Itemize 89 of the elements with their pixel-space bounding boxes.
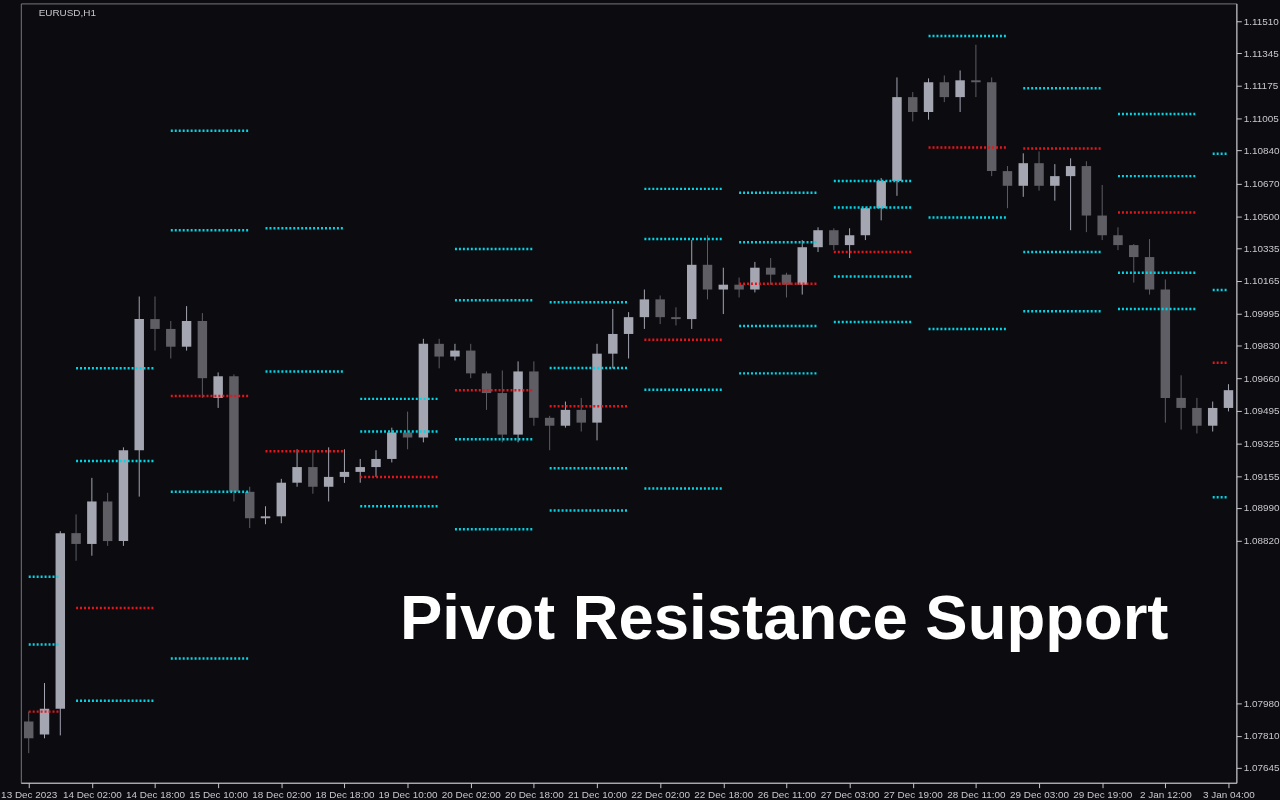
candlestick xyxy=(765,257,776,286)
candlestick xyxy=(71,513,81,562)
candlestick xyxy=(718,267,729,315)
candlestick xyxy=(750,261,760,293)
candlestick xyxy=(544,415,555,451)
x-tick-label: 22 Dec 18:00 xyxy=(694,789,754,800)
x-tick-label: 15 Dec 10:00 xyxy=(189,789,249,800)
candlestick xyxy=(608,308,618,369)
candlestick xyxy=(308,449,318,495)
candlestick xyxy=(1176,374,1186,431)
y-tick-label: 1.07810 xyxy=(1243,730,1280,742)
y-tick-label: 1.10670 xyxy=(1243,177,1280,189)
x-tick-label: 21 Dec 10:00 xyxy=(568,789,628,800)
candlestick xyxy=(971,44,981,98)
candlestick xyxy=(292,448,302,488)
candlestick xyxy=(1113,226,1123,251)
y-tick-label: 1.11005 xyxy=(1243,113,1280,125)
y-tick-label: 1.10500 xyxy=(1243,210,1280,222)
x-tick-label: 27 Dec 03:00 xyxy=(820,789,881,800)
candlestick xyxy=(1018,152,1028,198)
candlestick xyxy=(323,446,334,502)
candlestick xyxy=(434,338,444,369)
candlestick xyxy=(939,74,950,103)
x-tick-label: 26 Dec 11:00 xyxy=(757,789,817,800)
candlestick xyxy=(576,397,586,433)
x-tick-label: 28 Dec 11:00 xyxy=(947,789,1006,800)
candlestick xyxy=(1002,165,1013,209)
candlestick xyxy=(1050,163,1060,202)
text: Pivot Resistance Support xyxy=(400,581,1169,652)
y-tick-label: 1.10335 xyxy=(1243,242,1280,254)
y-tick-label: 1.11175 xyxy=(1243,80,1279,92)
x-tick-label: 29 Dec 19:00 xyxy=(1073,789,1133,800)
y-tick-label: 1.10165 xyxy=(1243,275,1280,287)
candlestick xyxy=(450,343,460,361)
candlestick xyxy=(23,711,34,754)
candlestick xyxy=(734,277,744,298)
y-tick-label: 1.11510 xyxy=(1243,15,1280,27)
x-tick-label: 27 Dec 19:00 xyxy=(883,789,944,800)
y-tick-label: 1.07980 xyxy=(1243,697,1280,709)
candlestick xyxy=(955,69,965,113)
candlestick xyxy=(1223,383,1234,412)
candlestick xyxy=(1034,150,1044,192)
y-tick-label: 1.08990 xyxy=(1243,502,1280,514)
x-tick-label: 19 Dec 10:00 xyxy=(378,789,439,800)
candlestick xyxy=(213,371,223,409)
x-tick-label: 14 Dec 18:00 xyxy=(126,789,186,800)
candlestick xyxy=(466,343,476,379)
y-tick-label: 1.09155 xyxy=(1243,470,1280,482)
candlestick xyxy=(671,306,681,326)
candlestick xyxy=(355,458,365,484)
candlestick xyxy=(402,411,413,450)
candlestick xyxy=(639,289,650,330)
y-tick-label: 1.09660 xyxy=(1243,373,1280,385)
candlestick xyxy=(166,320,176,359)
y-tick-label: 1.09325 xyxy=(1243,437,1280,449)
candlestick xyxy=(339,448,350,484)
y-tick-label: 1.08820 xyxy=(1243,535,1280,547)
candlestick xyxy=(829,227,839,251)
x-tick-label: 18 Dec 18:00 xyxy=(315,789,375,800)
candlestick xyxy=(1065,157,1076,231)
y-tick-label: 1.09830 xyxy=(1243,340,1280,352)
x-tick-label: 14 Dec 02:00 xyxy=(62,789,123,800)
candlestick xyxy=(1097,184,1107,241)
x-tick-label: 20 Dec 02:00 xyxy=(441,789,502,800)
y-tick-label: 1.09495 xyxy=(1243,404,1280,416)
candlestick xyxy=(1129,243,1139,284)
candlestick xyxy=(655,295,665,325)
candlestick xyxy=(481,370,492,411)
y-tick-label: 1.07645 xyxy=(1243,762,1280,774)
candlestick xyxy=(813,226,823,253)
candlestick xyxy=(560,401,571,429)
x-tick-label: 18 Dec 02:00 xyxy=(252,789,312,800)
candlestick xyxy=(1192,397,1202,434)
y-tick-label: 1.09995 xyxy=(1243,308,1280,320)
candlestick xyxy=(1207,401,1218,433)
chart-subtitle: EURUSD,H1 xyxy=(38,7,97,19)
candlestick xyxy=(150,295,160,352)
x-tick-label: 29 Dec 03:00 xyxy=(1010,789,1070,800)
x-tick-label: 13 Dec 2023 xyxy=(1,789,58,800)
x-tick-label: 3 Jan 04:00 xyxy=(1203,789,1256,800)
candlestick xyxy=(908,91,918,122)
y-tick-label: 1.11345 xyxy=(1243,47,1280,59)
y-tick-label: 1.10840 xyxy=(1243,145,1280,157)
x-tick-label: 2 Jan 12:00 xyxy=(1139,789,1193,800)
candlestick xyxy=(623,311,634,359)
x-tick-label: 20 Dec 18:00 xyxy=(504,789,565,800)
candlestick xyxy=(371,449,381,478)
x-tick-label: 22 Dec 02:00 xyxy=(631,789,691,800)
candlestick xyxy=(844,227,855,259)
